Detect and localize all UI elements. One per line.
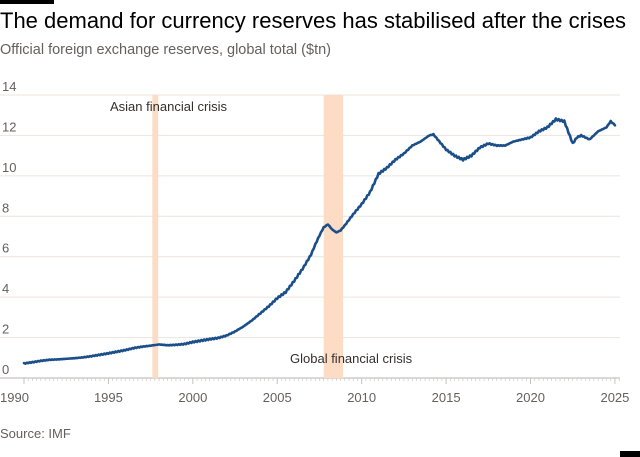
source-note: Source: IMF — [0, 426, 71, 441]
y-axis: 0 2 4 6 8 10 12 14 — [2, 79, 16, 377]
brand-bar — [0, 0, 54, 4]
x-tick-label: 1995 — [94, 390, 123, 405]
crisis-band — [323, 95, 344, 378]
asian-crisis-label: Asian financial crisis — [110, 99, 228, 114]
x-tick-label: 1990 — [0, 390, 29, 405]
x-tick-label: 2005 — [263, 390, 292, 405]
x-axis: 1990 1995 2000 2005 2010 2015 2020 2025 — [0, 390, 629, 405]
y-tick-label: 12 — [2, 119, 16, 134]
footer-bar — [620, 451, 640, 457]
y-tick-label: 6 — [2, 241, 9, 256]
x-tick-label: 2000 — [178, 390, 207, 405]
crisis-bands — [152, 95, 344, 378]
reserves-line — [22, 117, 617, 365]
y-tick-label: 8 — [2, 200, 9, 215]
crisis-band — [152, 95, 159, 378]
y-tick-label: 0 — [2, 362, 9, 377]
x-tick-label: 2015 — [432, 390, 461, 405]
global-crisis-label: Global financial crisis — [290, 351, 413, 366]
x-tick-label: 2025 — [600, 390, 629, 405]
x-tick-label: 2020 — [516, 390, 545, 405]
y-tick-label: 10 — [2, 160, 16, 175]
chart-subtitle: Official foreign exchange reserves, glob… — [0, 42, 331, 58]
x-tick-label: 2010 — [347, 390, 376, 405]
y-tick-label: 4 — [2, 281, 9, 296]
y-tick-label: 2 — [2, 322, 9, 337]
y-tick-label: 14 — [2, 79, 16, 94]
chart-title: The demand for currency reserves has sta… — [0, 8, 627, 33]
